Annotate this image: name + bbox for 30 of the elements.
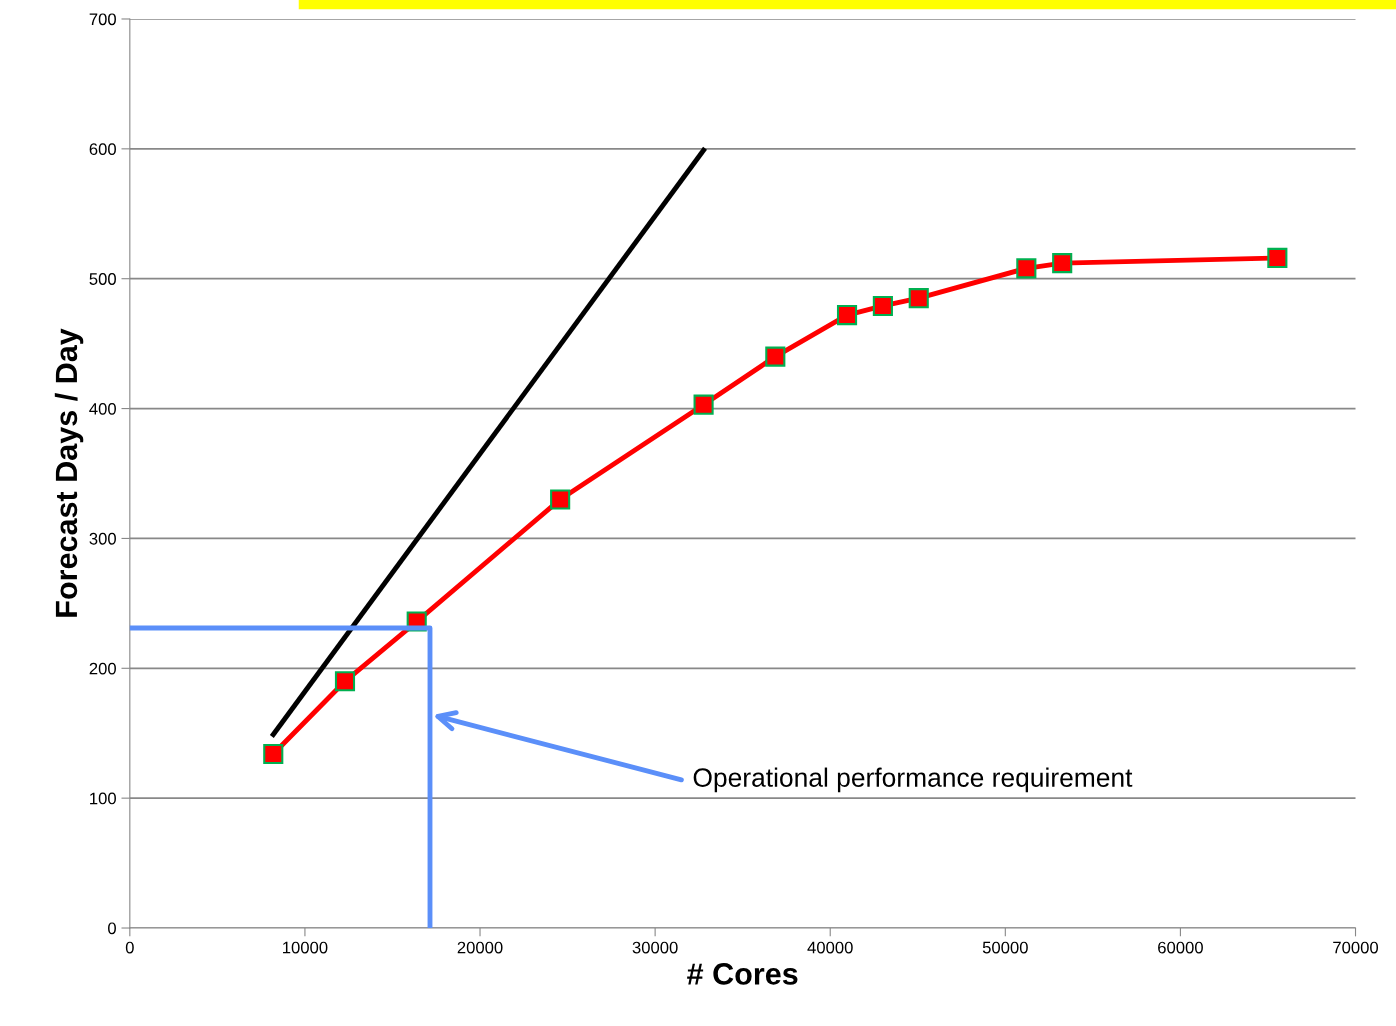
x-tick-label: 50000 [982,941,1028,954]
y-tick-label: 200 [89,662,116,675]
x-tick-label: 0 [125,941,134,954]
y-tick-label: 600 [89,143,116,156]
x-tick-label: 60000 [1158,941,1203,954]
point [836,305,858,326]
x-axis-title: # Cores [687,963,798,985]
point [872,295,893,317]
point [263,743,284,765]
point [334,671,356,692]
y-tick-label: 700 [89,13,116,26]
y-tick-label: 400 [89,402,116,415]
x-tick-label: 30000 [632,941,678,954]
x-tick-label: 10000 [283,941,328,954]
point [765,346,786,367]
x-tick-label: 40000 [807,941,853,954]
y-tick-label: 100 [90,792,116,805]
y-tick-label: 500 [89,273,116,285]
annotation: Operational performance requirement [693,767,1133,793]
point [908,288,929,309]
point [550,489,571,510]
y-tick-label: 300 [89,532,116,545]
x-tick-label: 70000 [1333,941,1379,954]
y-axis-title: Forecast Days / Day [54,328,84,617]
x-tick-label: 20000 [457,941,503,954]
point [1267,247,1288,268]
point [1052,253,1073,274]
y-tick-label: 0 [108,922,116,935]
point [1016,258,1037,279]
point [693,394,714,415]
